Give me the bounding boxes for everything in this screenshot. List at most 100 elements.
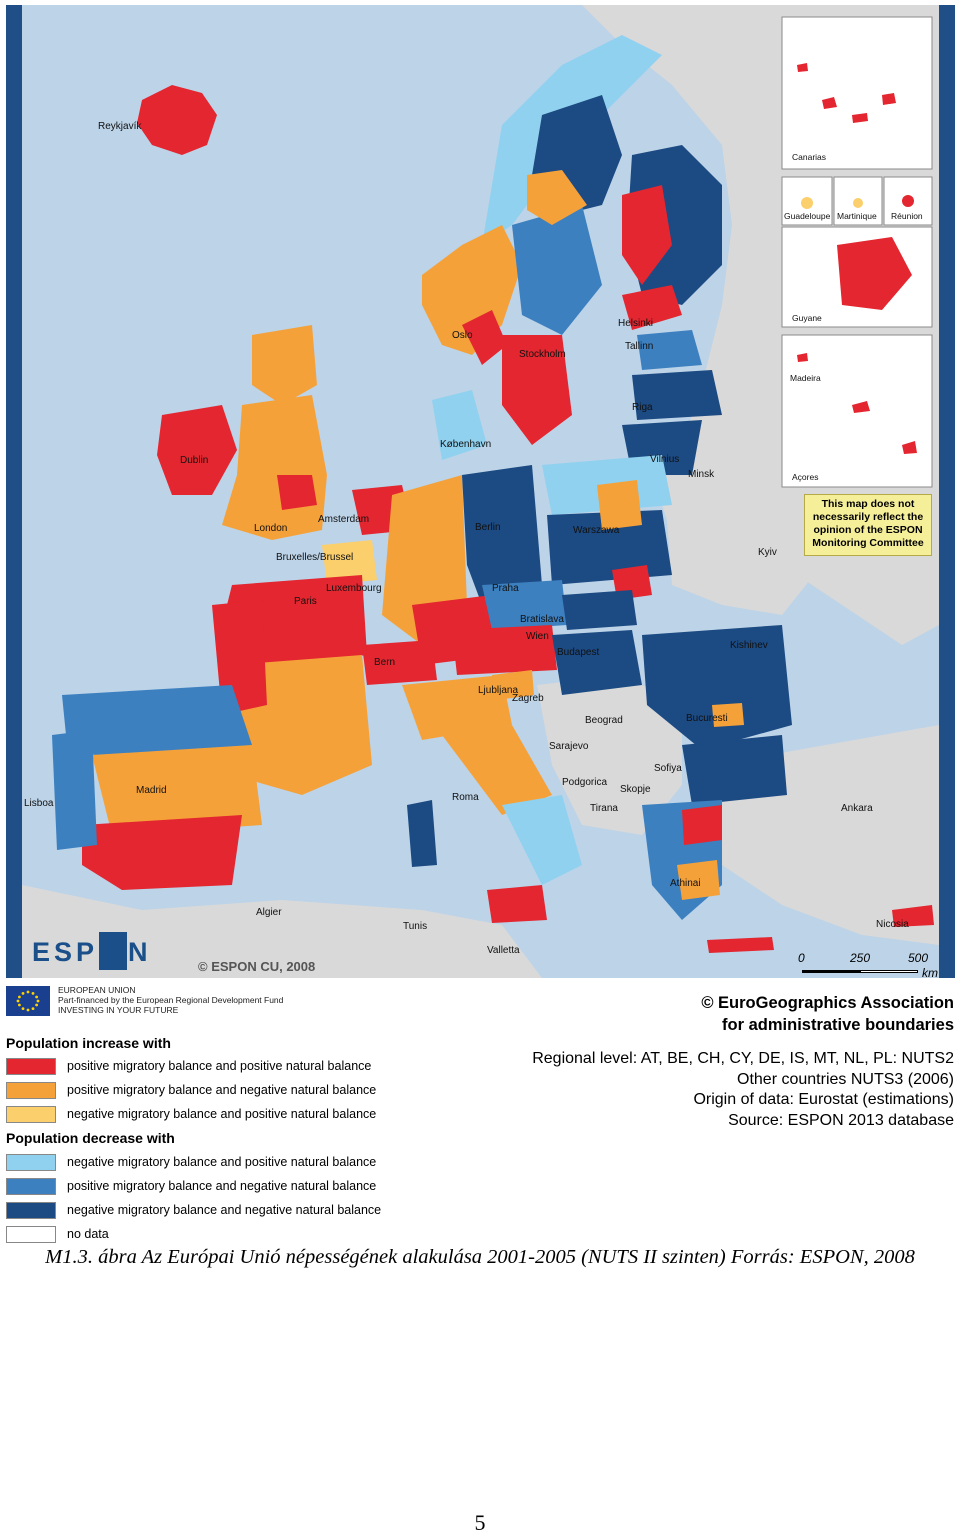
data-origin-note: Origin of data: Eurostat (estimations) — [693, 1091, 954, 1108]
city-label: London — [254, 523, 287, 534]
city-label: Kyiv — [758, 547, 777, 558]
city-label: Minsk — [688, 469, 715, 480]
region-romania — [642, 625, 792, 750]
legend-swatch — [6, 1154, 56, 1171]
region-ireland — [157, 405, 237, 495]
city-label: Berlin — [475, 522, 501, 533]
region-scotland — [252, 325, 317, 405]
region-germany-east — [462, 465, 542, 605]
city-label: Bern — [374, 657, 395, 668]
city-label: Kishinev — [730, 640, 768, 651]
espon-logo-text-n: N — [128, 937, 152, 968]
map-disclaimer: This map does not necessarily reflect th… — [804, 494, 932, 556]
city-label: Beograd — [585, 715, 623, 726]
espon-logo-text: ESP — [32, 937, 99, 968]
legend-swatch — [6, 1202, 56, 1219]
legend-label: no data — [67, 1227, 109, 1241]
eu-funding-text: EUROPEAN UNION Part-financed by the Euro… — [58, 985, 283, 1015]
region-spain-mid — [92, 745, 262, 835]
city-label: Tunis — [403, 921, 427, 932]
region-switzerland — [362, 640, 437, 685]
scale-tick-250: 250 — [850, 951, 871, 965]
region-estonia — [637, 330, 702, 370]
city-label: Luxembourg — [326, 583, 382, 594]
city-label: Nicosia — [876, 919, 909, 930]
regional-level-note: Regional level: AT, BE, CH, CY, DE, IS, … — [532, 1050, 954, 1067]
legend-label: negative migratory balance and negative … — [67, 1203, 382, 1217]
city-label: Budapest — [557, 647, 599, 658]
legend-swatch — [6, 1082, 56, 1099]
legend-swatch — [6, 1226, 56, 1243]
city-label: Ankara — [841, 803, 873, 814]
city-label: Bruxelles/Brussel — [276, 552, 353, 563]
city-label: Sofiya — [654, 763, 682, 774]
city-label: Oslo — [452, 330, 473, 341]
legend-label: negative migratory balance and positive … — [67, 1155, 377, 1169]
city-label: Tirana — [590, 803, 618, 814]
city-label: Bratislava — [520, 614, 564, 625]
espon-copyright: © ESPON CU, 2008 — [198, 959, 316, 974]
eu-line-1: EUROPEAN UNION — [58, 985, 136, 995]
inset-canarias — [781, 16, 933, 170]
region-poland-warsaw — [597, 480, 642, 530]
region-london — [277, 475, 317, 510]
city-label: Madrid — [136, 785, 167, 796]
balkans-landmass — [537, 675, 682, 835]
region-latvia — [632, 370, 722, 420]
inset-label-martinique: Martinique — [837, 211, 877, 221]
city-label: Athinai — [670, 878, 701, 889]
region-hungary — [552, 630, 642, 695]
region-finland-south — [622, 285, 682, 330]
city-label: Zagreb — [512, 693, 544, 704]
region-cyprus — [892, 905, 934, 927]
region-belgium — [322, 540, 377, 585]
region-spain-north — [62, 685, 252, 765]
inset-label-canarias: Canarias — [792, 152, 826, 162]
city-label: Podgorica — [562, 777, 607, 788]
region-sweden-south — [502, 335, 572, 445]
inset-label-acores: Açores — [792, 472, 818, 482]
region-greece-athens — [677, 860, 720, 900]
scale-unit: km — [922, 966, 938, 978]
espon-logo: ESP N — [32, 932, 152, 973]
data-source-note: Source: ESPON 2013 database — [728, 1111, 954, 1129]
region-norway-oslo — [462, 310, 507, 365]
espon-logo-block — [99, 932, 128, 970]
reunion-island — [902, 195, 914, 207]
city-label: Bucuresti — [686, 713, 728, 724]
city-label: Dublin — [180, 455, 208, 466]
page-number: 5 — [474, 1510, 486, 1535]
region-england — [222, 395, 327, 540]
other-countries-note: Other countries NUTS3 (2006) — [737, 1070, 954, 1088]
city-label: Vilnius — [650, 454, 679, 465]
city-label: Valletta — [487, 945, 520, 956]
city-label: Praha — [492, 583, 519, 594]
inset-label-reunion: Réunion — [891, 211, 923, 221]
legend-heading-increase: Population increase with — [6, 1035, 171, 1051]
legend-label: positive migratory balance and negative … — [67, 1083, 377, 1097]
region-italy-north — [402, 675, 512, 740]
eu-funding-block: EUROPEAN UNION Part-financed by the Euro… — [6, 984, 326, 1018]
eu-flag-icon — [6, 986, 50, 1016]
map-info-block: © EuroGeographics Association for admini… — [532, 992, 954, 1131]
guyane-territory — [837, 237, 912, 310]
scale-bar-graphic — [802, 970, 918, 973]
region-italy-south — [502, 795, 582, 885]
region-czechia — [482, 580, 567, 630]
legend-swatch — [6, 1178, 56, 1195]
scale-bar: 0 250 500 km — [798, 951, 948, 978]
city-label: Helsinki — [618, 318, 653, 329]
region-sardinia — [407, 800, 437, 867]
scale-tick-500: 500 — [908, 951, 929, 965]
map-frame: Canarias Guadeloupe Martinique Réunion G… — [6, 5, 955, 978]
region-italy-center — [442, 725, 552, 815]
city-label: Warszawa — [573, 525, 620, 536]
region-greece-red — [682, 805, 722, 845]
martinique-island — [853, 198, 863, 208]
city-label: Tallinn — [625, 341, 653, 352]
city-label: Lisboa — [24, 798, 54, 809]
city-label: Skopje — [620, 784, 651, 795]
guadeloupe-island — [801, 197, 813, 209]
city-label: Reykjavík — [98, 121, 142, 132]
city-label: Wien — [526, 631, 549, 642]
